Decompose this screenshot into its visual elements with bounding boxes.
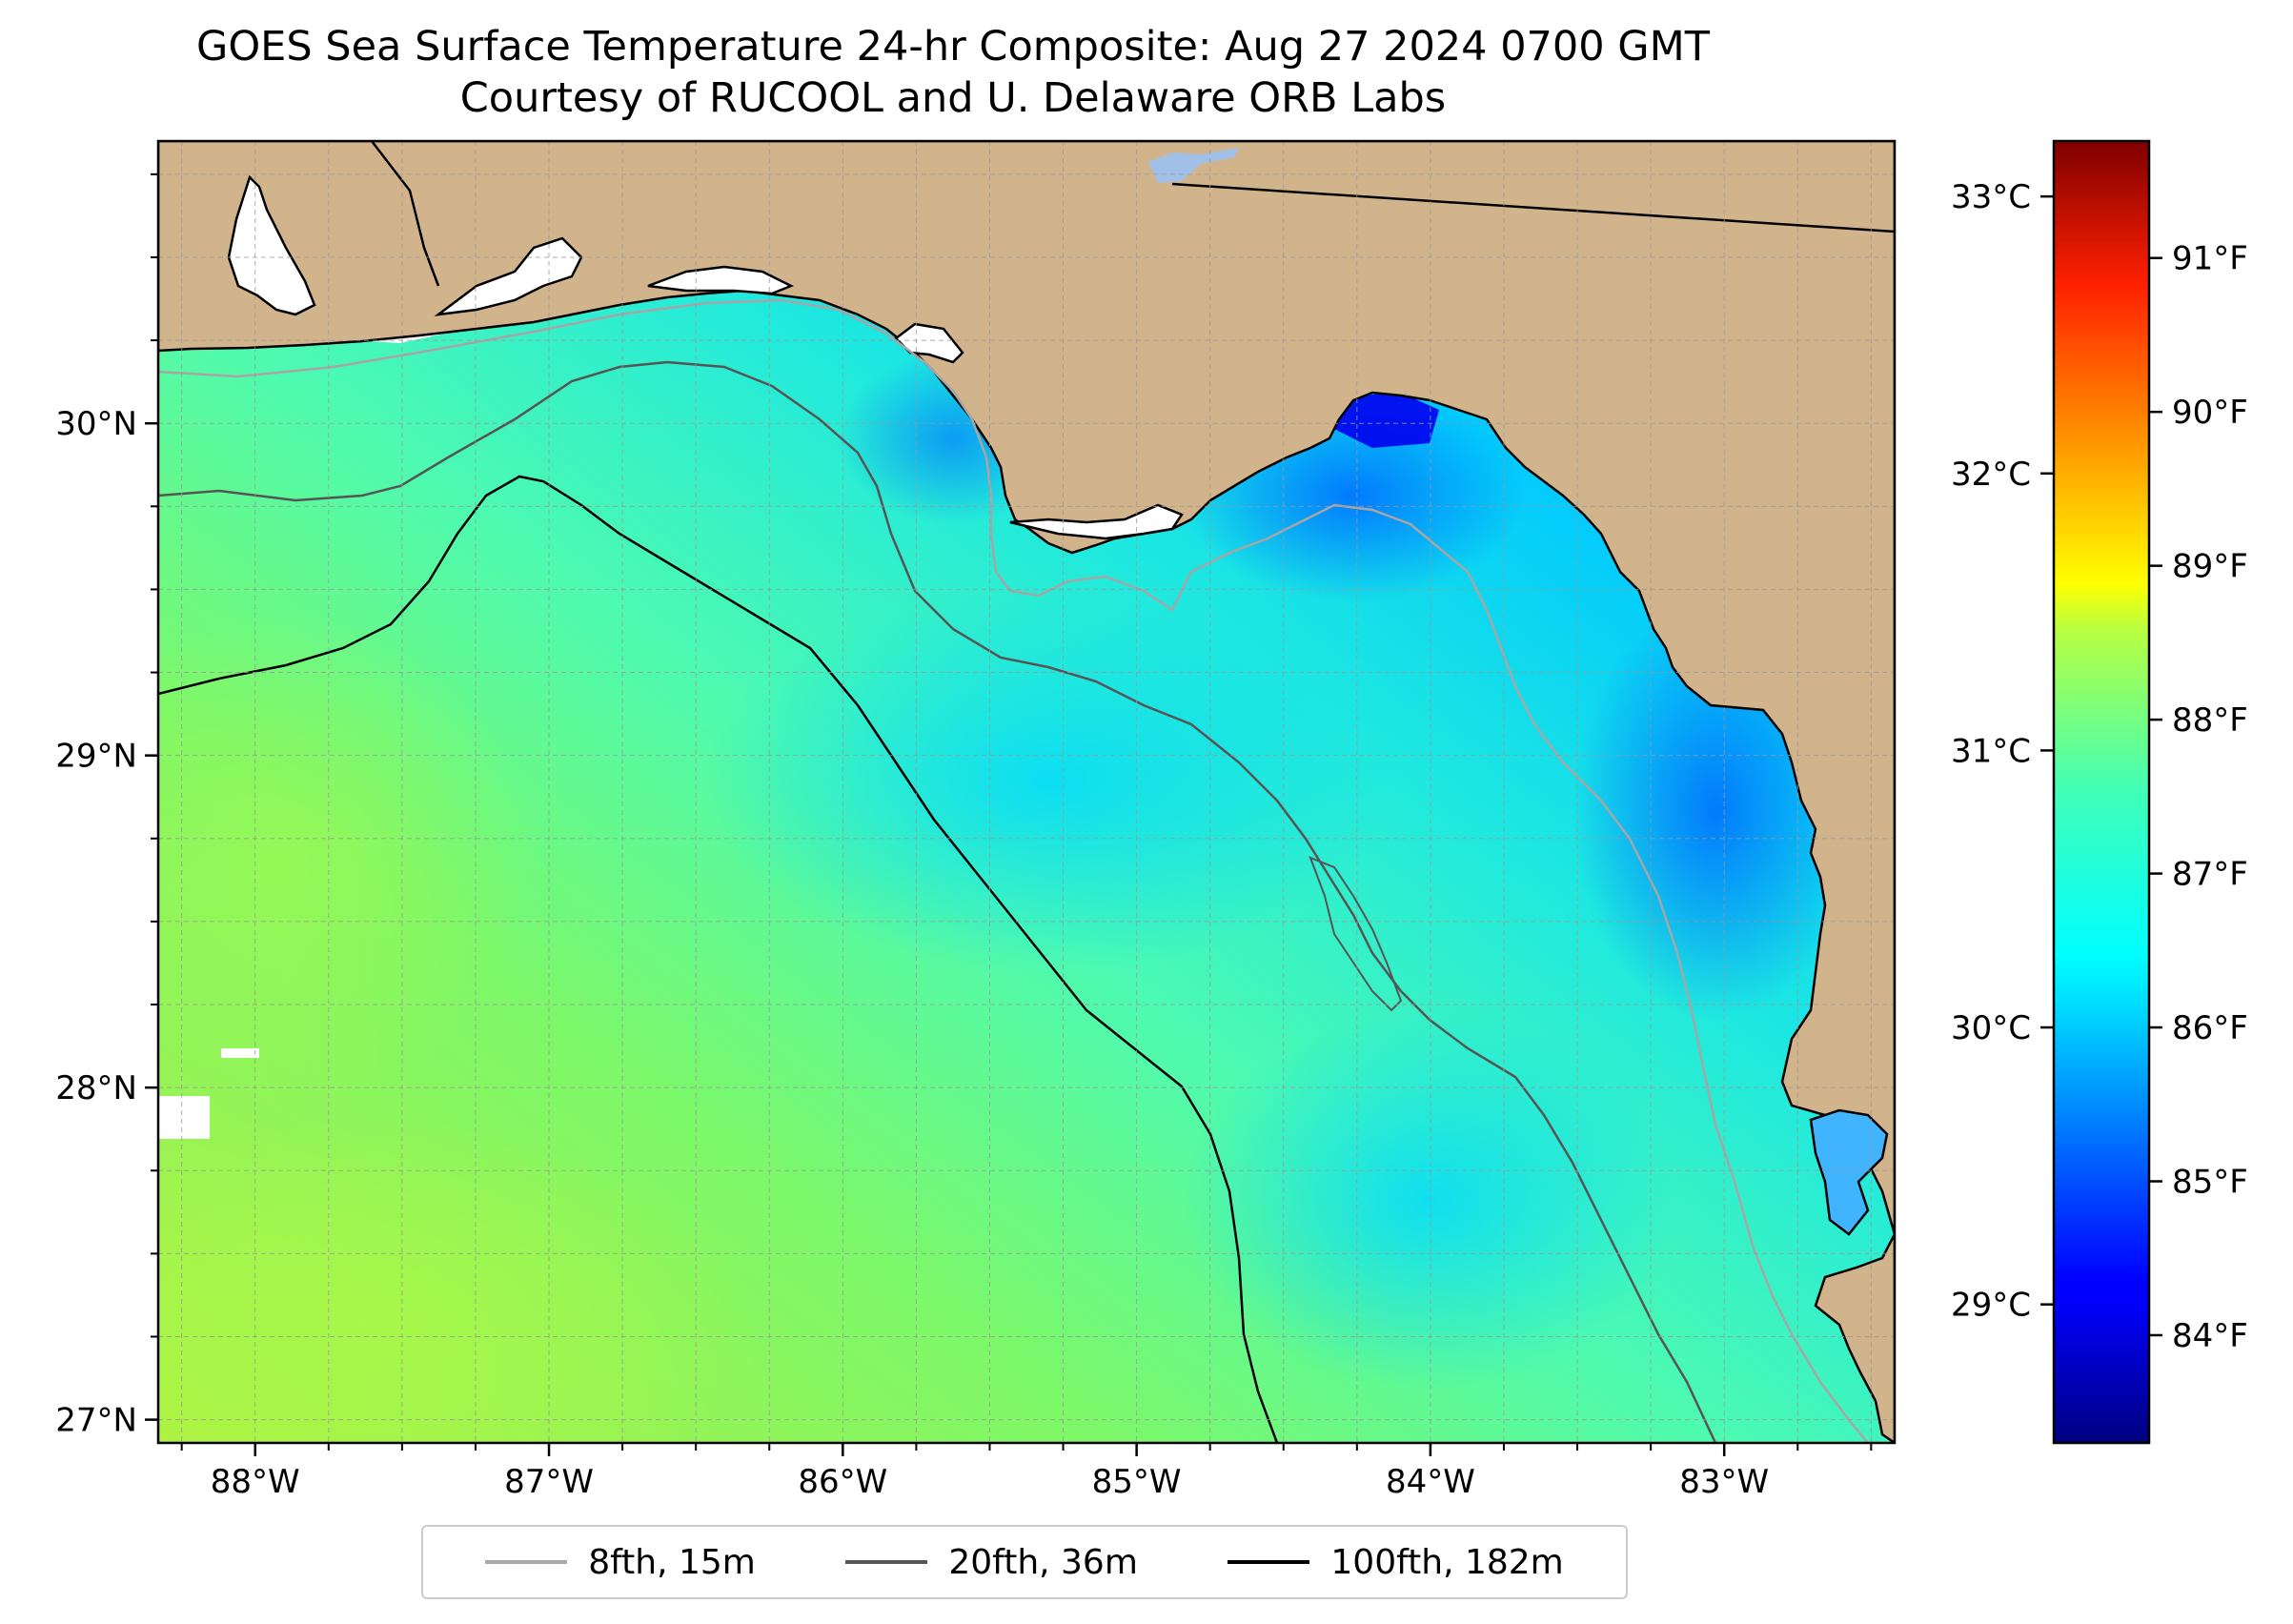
lon-tick-label: 83°W <box>1679 1463 1769 1501</box>
map-area <box>158 141 1895 1443</box>
legend-label-20fth: 20fth, 36m <box>948 1542 1138 1582</box>
title-line-1: GOES Sea Surface Temperature 24-hr Compo… <box>196 23 1710 71</box>
lon-tick-label: 84°W <box>1386 1463 1475 1501</box>
choctawhatchee-bay <box>647 265 795 295</box>
fahrenheit-tick-label: 86°F <box>2172 1009 2248 1047</box>
legend-item-100fth: 100fth, 182m <box>1228 1542 1564 1582</box>
fahrenheit-tick-label: 90°F <box>2172 394 2248 432</box>
lat-tick-label: 30°N <box>55 405 137 443</box>
lon-tick-label: 88°W <box>211 1463 300 1501</box>
lat-tick-label: 27°N <box>55 1402 137 1440</box>
legend-line-100fth <box>1228 1560 1310 1564</box>
lon-tick-label: 87°W <box>504 1463 594 1501</box>
celsius-tick-label: 33°C <box>1951 178 2031 216</box>
warm-patch-west <box>158 610 534 1106</box>
cold-spot-apalachee <box>1334 393 1439 448</box>
apalachicola-bay <box>1009 503 1184 540</box>
isobath-8fth <box>158 298 1869 1443</box>
state-boundary-al <box>371 141 440 287</box>
celsius-tick-label: 31°C <box>1951 732 2031 770</box>
legend-line-8fth <box>485 1560 568 1564</box>
fahrenheit-tick-label: 89°F <box>2172 548 2248 586</box>
legend-item-8fth: 8fth, 15m <box>485 1543 756 1582</box>
legend: 8fth, 15m 20fth, 36m 100fth, 182m <box>421 1525 1628 1599</box>
lat-tick-label: 29°N <box>55 738 137 776</box>
celsius-tick-label: 29°C <box>1951 1287 2031 1325</box>
fahrenheit-tick-label: 85°F <box>2172 1164 2248 1202</box>
legend-label-100fth: 100fth, 182m <box>1330 1542 1564 1582</box>
lat-tick-label: 28°N <box>55 1069 137 1107</box>
celsius-tick-label: 30°C <box>1951 1009 2031 1047</box>
legend-label-8fth: 8fth, 15m <box>588 1542 756 1582</box>
warm-patch-southwest <box>158 1115 762 1443</box>
isobath-100fth <box>158 475 1279 1443</box>
cyan-patch-center <box>705 591 1391 972</box>
gridlines <box>158 141 1895 1443</box>
lon-tick-label: 86°W <box>798 1463 887 1501</box>
nodata-patch-1 <box>158 1096 210 1139</box>
lon-tick-label: 85°W <box>1092 1463 1182 1501</box>
tampa-bay <box>1809 1108 1889 1236</box>
fahrenheit-tick-label: 91°F <box>2172 240 2248 278</box>
bigbend-shoals <box>1309 856 1403 1012</box>
title-line-2: Courtesy of RUCOOL and U. Delaware ORB L… <box>459 74 1447 122</box>
fahrenheit-tick-label: 88°F <box>2172 701 2248 740</box>
state-boundary <box>1171 182 1895 233</box>
cyan-patch-south <box>1182 1010 1677 1391</box>
legend-line-20fth <box>845 1560 928 1564</box>
celsius-tick-label: 32°C <box>1951 456 2031 494</box>
colorbar <box>2052 139 2151 1445</box>
map-axis-ticks: 88°W 87°W 86°W 85°W 84°W 83°W 27°N 28°N 29°N 30°N <box>55 173 1873 1501</box>
fahrenheit-tick-label: 84°F <box>2172 1317 2248 1355</box>
colorbar-ticks: 29°C 30°C 31°C 32°C 33°C 84°F 85°F 86°F 87°F 88°F… <box>1951 178 2248 1355</box>
fahrenheit-tick-label: 87°F <box>2172 856 2248 894</box>
chart-title: GOES Sea Surface Temperature 24-hr Compo… <box>0 21 1906 124</box>
map-frame <box>156 139 1897 1445</box>
isobath-20fth <box>158 360 1717 1443</box>
nodata-patch-2 <box>221 1048 259 1058</box>
legend-item-20fth: 20fth, 36m <box>845 1543 1138 1582</box>
